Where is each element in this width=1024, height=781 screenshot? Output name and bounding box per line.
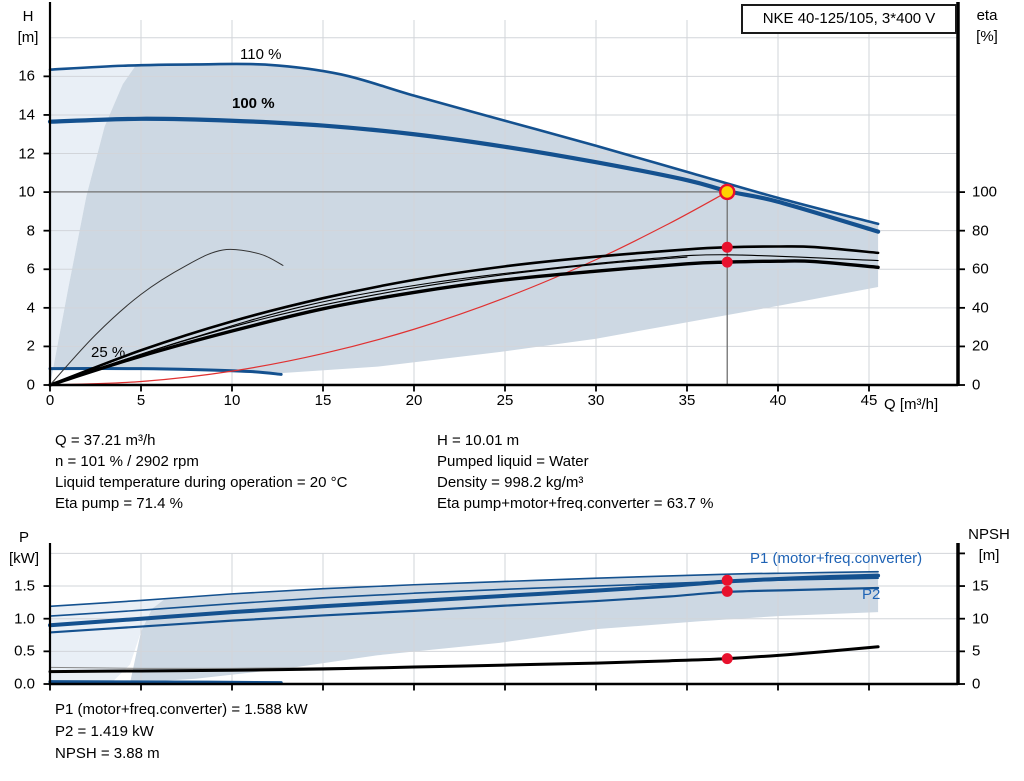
p-axis-tick-label: 0.0	[14, 675, 35, 693]
h-axis-tick-label: 8	[26, 222, 35, 240]
h-axis-tick-label: 4	[26, 299, 35, 317]
q-axis-tick-label: 0	[45, 392, 55, 409]
h-axis-tick-label: 6	[26, 260, 35, 278]
speed-curve-100-curve	[47, 116, 881, 234]
info-eta-total: Eta pump+motor+freq.converter = 63.7 %	[437, 495, 714, 512]
eta-total-curve	[48, 259, 880, 387]
full-speed-range-area	[50, 65, 136, 386]
h-axis-tick-label: 0	[26, 376, 35, 394]
p2-point	[721, 585, 733, 597]
curve-label-25: 25 %	[91, 344, 126, 361]
npsh-point	[721, 653, 733, 665]
p-25-curve	[48, 680, 283, 685]
eta-companion-2-curve	[49, 256, 688, 386]
h-axis-tick-label: 10	[18, 183, 35, 201]
npsh-curve	[48, 645, 880, 674]
eta-axis-title: eta [%]	[966, 5, 1008, 47]
eta-pump-25-curve	[49, 248, 284, 386]
eta-pump-point	[721, 241, 733, 253]
q-axis-tick-label: 15	[314, 392, 332, 409]
curve-label-100: 100 %	[232, 95, 275, 112]
eta-axis-title-symbol: eta	[976, 7, 998, 24]
npsh-axis-tick-label: 0	[972, 675, 981, 693]
eta-total-point	[721, 256, 733, 268]
curve-label-p1: P1 (motor+freq.converter)	[750, 550, 923, 567]
power-allowed-area	[130, 571, 879, 683]
eta-axis-tick-label: 20	[972, 337, 989, 355]
npsh-axis-tick-label: 15	[972, 577, 989, 595]
npsh-axis-tick-label: 5	[972, 642, 981, 660]
h-axis-tick-label: 16	[18, 67, 35, 85]
pump-type-title: NKE 40-125/105, 3*400 V	[741, 4, 957, 34]
info-head: H = 10.01 m	[437, 432, 520, 449]
info-q: Q = 37.21 m³/h	[55, 432, 156, 449]
p-axis-tick-label: 0.5	[14, 642, 35, 660]
p1-110-curve	[49, 570, 879, 608]
p-axis-title: P [kW]	[2, 527, 46, 569]
npsh-axis-title: NPSH [m]	[960, 524, 1018, 566]
info-liquid-temperature: Liquid temperature during operation = 20…	[55, 474, 348, 491]
eta-axis-title-unit: [%]	[976, 28, 998, 45]
p-axis-title-symbol: P	[18, 529, 29, 546]
operating-point[interactable]	[719, 183, 736, 201]
p2-100-curve	[48, 586, 880, 634]
eta-pump-curve	[48, 245, 880, 387]
h-axis-title-unit: [m]	[17, 29, 39, 46]
eta-axis-tick-label: 80	[972, 222, 989, 240]
q-axis-title: Q [m³/h]	[884, 396, 939, 413]
h-axis-tick-label: 2	[26, 337, 35, 355]
p-axis-tick-label: 1.5	[14, 577, 35, 595]
eta-axis-tick-label: 40	[972, 299, 989, 317]
info-eta-pump: Eta pump = 71.4 %	[55, 495, 183, 512]
info-density: Density = 998.2 kg/m³	[437, 474, 584, 491]
curve-label-110: 110 %	[240, 46, 282, 63]
p-axis-title-unit: [kW]	[9, 550, 39, 567]
npsh-axis-tick-label: 10	[972, 610, 989, 628]
h-axis-tick-label: 14	[18, 106, 35, 124]
eta-axis-tick-label: 0	[972, 376, 981, 394]
curve-label-p2: P2	[862, 586, 881, 603]
info-p2: P2 = 1.419 kW	[55, 723, 154, 740]
q-axis-tick-label: 45	[860, 392, 878, 409]
q-axis-tick-label: 35	[678, 392, 696, 409]
system-curve-curve	[49, 191, 728, 386]
h-axis-title-symbol: H	[22, 8, 34, 25]
q-axis-tick-label: 20	[405, 392, 423, 409]
h-axis-title: H [m]	[8, 6, 48, 48]
npsh-axis-title-symbol: NPSH	[968, 526, 1010, 543]
q-axis-tick-label: 40	[769, 392, 787, 409]
q-axis-tick-label: 30	[587, 392, 605, 409]
h-axis-tick-label: 12	[18, 145, 35, 163]
eta-axis-tick-label: 100	[972, 183, 998, 201]
p-axis-tick-label: 1.0	[14, 610, 35, 628]
npsh-axis-title-unit: [m]	[978, 547, 1000, 564]
q-axis-tick-label: 25	[496, 392, 514, 409]
info-npsh: NPSH = 3.88 m	[55, 745, 160, 762]
p1-point	[721, 574, 733, 586]
p1-100-curve	[48, 573, 881, 628]
info-speed: n = 101 % / 2902 rpm	[55, 453, 199, 470]
info-p1: P1 (motor+freq.converter) = 1.588 kW	[55, 701, 308, 718]
q-axis-tick-label: 10	[223, 392, 241, 409]
eta-axis-tick-label: 60	[972, 260, 989, 278]
allowed-operating-area	[50, 64, 879, 385]
q-axis-tick-label: 5	[136, 392, 146, 409]
info-pumped-liquid: Pumped liquid = Water	[437, 453, 589, 470]
